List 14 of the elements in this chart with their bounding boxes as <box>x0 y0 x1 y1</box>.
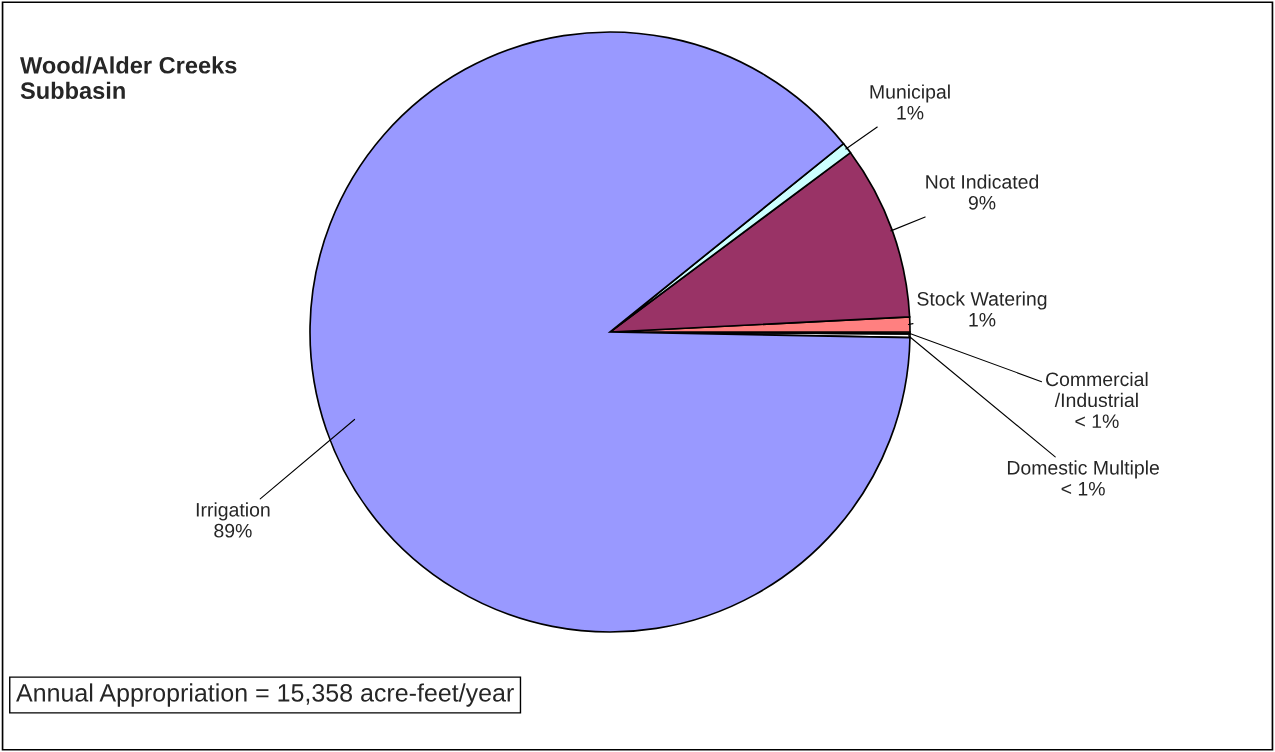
data-label: 1% <box>969 313 996 327</box>
text: Annual Appropriation = 15,358 acre-feet/year <box>16 683 514 707</box>
slice-label: Municipal <box>870 84 950 103</box>
slice-label: Domestic Multiple <box>1007 460 1159 479</box>
slice-label: Irrigation <box>196 502 270 521</box>
data-label: 89% <box>214 523 252 538</box>
text: Wood/Alder Creeks Subbasin <box>20 56 237 100</box>
slice-label: Not Indicated <box>926 174 1039 189</box>
data-label: 9% <box>968 195 996 210</box>
slice-label: Commercial /Industrial <box>1046 371 1148 408</box>
data-label: < 1% <box>1075 414 1119 428</box>
slice-label: Stock Watering <box>917 291 1047 310</box>
data-label: 1% <box>897 106 924 120</box>
data-label: < 1% <box>1061 481 1105 496</box>
